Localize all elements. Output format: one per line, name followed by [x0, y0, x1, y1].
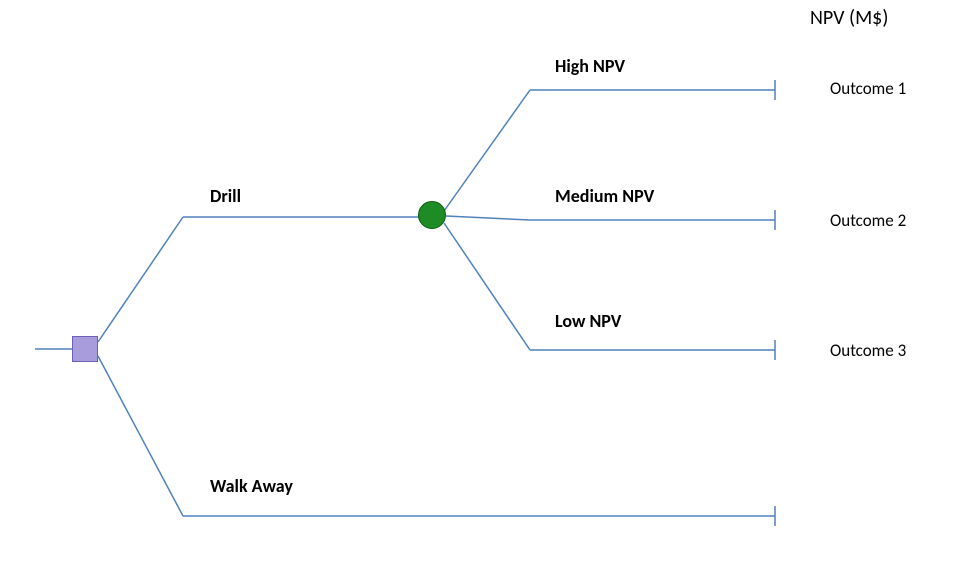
outcome-label-2: Outcome 2 [830, 210, 906, 231]
branch-label-walk-away: Walk Away [210, 475, 293, 497]
branch-label-low: Low NPV [555, 310, 621, 332]
decision-tree-diagram: NPV (M$) Drill Walk Away High NPV Medium… [0, 0, 961, 582]
outcome-label-1: Outcome 1 [830, 78, 906, 99]
outcome-label-3: Outcome 3 [830, 340, 906, 361]
header-label: NPV (M$) [810, 6, 888, 30]
chance-node [418, 201, 446, 229]
tree-lines [0, 0, 961, 582]
branch-label-drill: Drill [210, 185, 241, 207]
branch-label-high: High NPV [555, 55, 625, 77]
decision-node [72, 336, 98, 362]
branch-label-medium: Medium NPV [555, 185, 654, 207]
